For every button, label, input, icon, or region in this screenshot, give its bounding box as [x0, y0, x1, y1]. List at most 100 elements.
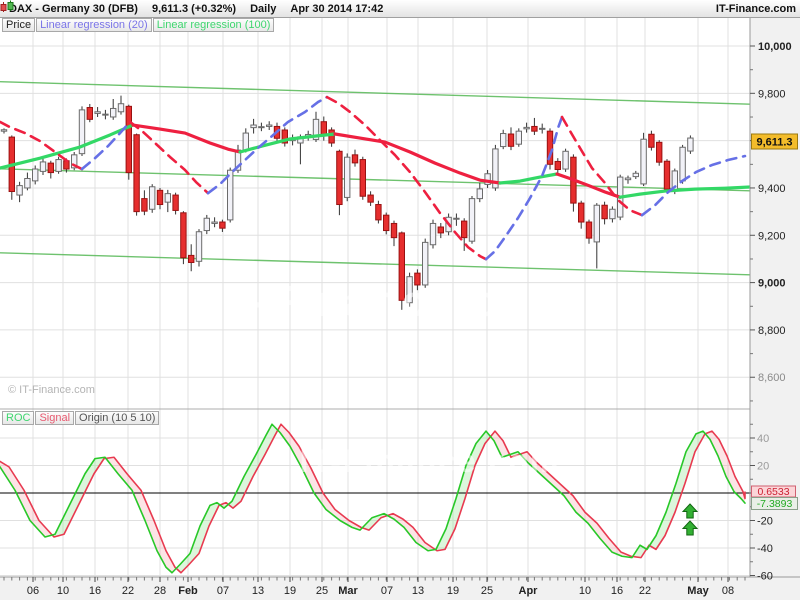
candle-body [32, 168, 39, 182]
roc-band [60, 518, 63, 536]
signal-line [0, 423, 746, 574]
last-price-badge [751, 133, 798, 150]
time-axis-label: Feb [178, 585, 198, 597]
candle-body [593, 204, 600, 243]
candle-body [180, 212, 187, 259]
candle-body [125, 105, 132, 174]
candle-body [172, 194, 179, 211]
price-axis-panel [750, 17, 800, 577]
candle-body [515, 130, 522, 145]
candle-body [86, 107, 93, 120]
candle-body [367, 194, 374, 203]
roc-band [636, 546, 639, 558]
candle-body [468, 198, 476, 242]
roc-value-badge [751, 497, 798, 510]
candle-body [484, 173, 491, 185]
roc-axis-label: 40 [757, 433, 769, 445]
time-axis-label: Apr [519, 585, 539, 597]
candle-body [585, 221, 593, 239]
roc-band [213, 503, 216, 518]
linear-regression-20 [640, 154, 747, 217]
candle-body [679, 146, 686, 182]
time-axis-label: 28 [154, 585, 166, 597]
candle-body [663, 160, 671, 190]
linear-regression-100 [498, 172, 559, 185]
candle-body [507, 133, 515, 147]
price-axis-label: 8,600 [758, 372, 786, 384]
time-axis-label: 19 [284, 585, 296, 597]
candle-body [211, 221, 218, 224]
time-axis-label: 19 [447, 585, 459, 597]
candle-body [242, 132, 250, 151]
candle-body [398, 232, 406, 301]
candle-body [648, 133, 655, 148]
candle-body [492, 148, 499, 189]
candle-body [24, 177, 31, 189]
candle-body [640, 138, 647, 185]
legend-chip-price[interactable]: Price [2, 18, 36, 32]
legend-chip-linreg100[interactable]: Linear regression (100) [152, 18, 275, 32]
roc-band [234, 490, 237, 508]
candle-body [375, 204, 382, 221]
roc-band [654, 533, 657, 549]
roc-legend: ROC Signal Origin (10 5 10) [2, 411, 160, 425]
candle-body [429, 222, 437, 246]
candle-body [656, 141, 663, 163]
time-axis-label: 08 [722, 585, 734, 597]
roc-band [375, 515, 378, 524]
time-axis-panel [0, 577, 800, 600]
candle-body [422, 241, 429, 286]
candle-body [344, 156, 351, 198]
candle-body [102, 113, 109, 116]
roc-band [420, 536, 423, 548]
price-axis-label: 8,800 [758, 325, 786, 337]
candle-body [578, 202, 585, 223]
linear-regression-20 [128, 120, 210, 195]
watermark-big: IT-Finance.com [209, 277, 571, 326]
legend-chip-roc[interactable]: ROC [2, 411, 35, 425]
linear-regression-100 [333, 132, 502, 185]
candle-body [390, 222, 398, 239]
candle-body [110, 107, 117, 118]
candle-body [55, 159, 62, 172]
roc-band [495, 431, 498, 449]
instrument-title: DAX - Germany 30 (DFB) [9, 2, 138, 15]
regression-channel-line [0, 81, 751, 105]
candle-body [359, 159, 367, 197]
candle-body [219, 221, 226, 229]
candle-body [336, 150, 343, 206]
time-axis-label: 22 [639, 585, 651, 597]
candle-body [203, 217, 211, 232]
linear-regression-20 [560, 115, 644, 217]
watermark-roc: IT-Finance.com [300, 443, 561, 479]
roc-axis-label: -40 [757, 543, 773, 555]
timeframe-label[interactable]: Daily [250, 2, 277, 15]
legend-chip-origin[interactable]: Origin (10 5 10) [75, 411, 160, 425]
linear-regression-100 [238, 132, 337, 154]
candle-body [328, 129, 335, 144]
linear-regression-20 [484, 115, 564, 261]
candle-body [406, 276, 413, 304]
linear-regression-100 [131, 123, 242, 154]
candle-body [461, 220, 468, 239]
last-price-badge-label: 9,611.3 [756, 137, 792, 149]
candle-body [47, 162, 54, 174]
price-legend: Price Linear regression (20) Linear regr… [2, 18, 275, 32]
candle-body [117, 103, 125, 113]
candle-body [16, 185, 23, 196]
candle-body [609, 208, 616, 220]
regression-channel-line [0, 168, 751, 192]
candle-body [0, 129, 8, 132]
candle-body [312, 118, 320, 140]
roc-band [192, 539, 195, 562]
legend-chip-linreg20[interactable]: Linear regression (20) [36, 18, 152, 32]
price-axis-label: 9,200 [758, 230, 786, 242]
legend-chip-signal[interactable]: Signal [35, 411, 75, 425]
datetime-label: Apr 30 2014 17:42 [290, 2, 384, 15]
time-axis-label: 10 [57, 585, 69, 597]
buy-arrow-icon [681, 503, 699, 519]
linear-regression-100 [618, 185, 752, 199]
time-axis-label: 07 [381, 585, 393, 597]
buy-arrow-icon [681, 520, 699, 536]
